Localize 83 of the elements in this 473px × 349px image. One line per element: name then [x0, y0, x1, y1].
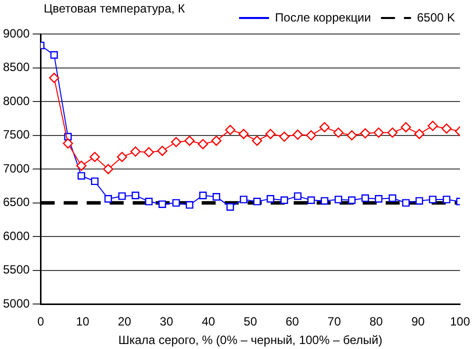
- point: [132, 192, 140, 200]
- point: [186, 201, 194, 209]
- point: [226, 203, 234, 211]
- point: [442, 196, 450, 204]
- point: [320, 197, 328, 205]
- point: [361, 194, 370, 202]
- x-tick-label: 80: [369, 314, 384, 329]
- y-axis-title: Цветовая температура, К: [44, 1, 185, 16]
- x-tick-label: 100: [450, 314, 470, 329]
- point: [280, 196, 288, 204]
- y-tick-label: 9000: [2, 26, 30, 40]
- point: [428, 120, 438, 131]
- point: [400, 122, 411, 132]
- point: [374, 128, 384, 138]
- x-tick-label: 90: [411, 314, 426, 329]
- x-tick-label: 60: [286, 314, 300, 329]
- point: [145, 198, 153, 206]
- point: [90, 152, 100, 162]
- point: [198, 139, 208, 150]
- point: [238, 128, 249, 140]
- y-tick-label: 5500: [2, 262, 30, 277]
- point: [116, 152, 128, 162]
- legend-label: 6500 K: [416, 10, 456, 24]
- point: [157, 146, 168, 156]
- point: [292, 130, 303, 140]
- point: [103, 164, 114, 174]
- point: [130, 146, 141, 157]
- point: [294, 192, 302, 200]
- x-tick-label: 70: [328, 314, 342, 329]
- y-tick-label: 6000: [2, 228, 30, 243]
- point: [307, 196, 315, 204]
- point: [171, 136, 182, 148]
- point: [144, 147, 154, 158]
- point: [50, 51, 58, 59]
- point: [346, 130, 357, 140]
- x-tick-label: 10: [76, 314, 90, 329]
- x-tick-label: 0: [37, 314, 44, 329]
- point: [416, 197, 424, 205]
- x-axis-title: Шкала серого, % (0% – черный, 100% – белый): [118, 333, 382, 348]
- point: [441, 123, 452, 134]
- point: [158, 200, 166, 208]
- point: [253, 198, 261, 206]
- point: [62, 138, 74, 149]
- point: [211, 136, 222, 146]
- y-tick-label: 5000: [2, 296, 30, 311]
- point: [388, 194, 396, 202]
- point: [374, 195, 382, 203]
- point: [265, 128, 276, 140]
- x-tick-label: 30: [160, 314, 174, 329]
- x-tick-label: 40: [202, 314, 216, 329]
- point: [76, 160, 86, 171]
- point: [333, 128, 344, 138]
- y-tick-label: 8000: [2, 94, 30, 108]
- point: [91, 177, 99, 186]
- point: [199, 192, 207, 200]
- point: [104, 195, 112, 203]
- point: [414, 128, 424, 140]
- point: [78, 172, 86, 180]
- point: [360, 128, 370, 138]
- point: [306, 130, 316, 140]
- point: [319, 122, 330, 132]
- point: [334, 196, 342, 204]
- point: [266, 195, 274, 203]
- y-tick-label: 8500: [2, 60, 30, 74]
- point: [387, 128, 398, 138]
- y-tick-label: 7000: [2, 161, 30, 176]
- point: [240, 196, 248, 204]
- legend-label: После коррекции: [275, 10, 371, 24]
- x-tick-label: 50: [244, 314, 258, 329]
- point: [118, 192, 126, 200]
- point: [49, 72, 60, 84]
- point: [348, 196, 356, 204]
- point: [279, 132, 290, 142]
- y-tick-label: 6500: [2, 195, 30, 210]
- point: [428, 196, 437, 204]
- point: [402, 199, 410, 207]
- x-tick-label: 20: [118, 314, 132, 329]
- point: [225, 124, 236, 136]
- point: [212, 193, 220, 201]
- y-tick-label: 7500: [2, 128, 30, 142]
- point: [184, 136, 195, 146]
- point: [172, 199, 180, 207]
- point: [252, 136, 262, 146]
